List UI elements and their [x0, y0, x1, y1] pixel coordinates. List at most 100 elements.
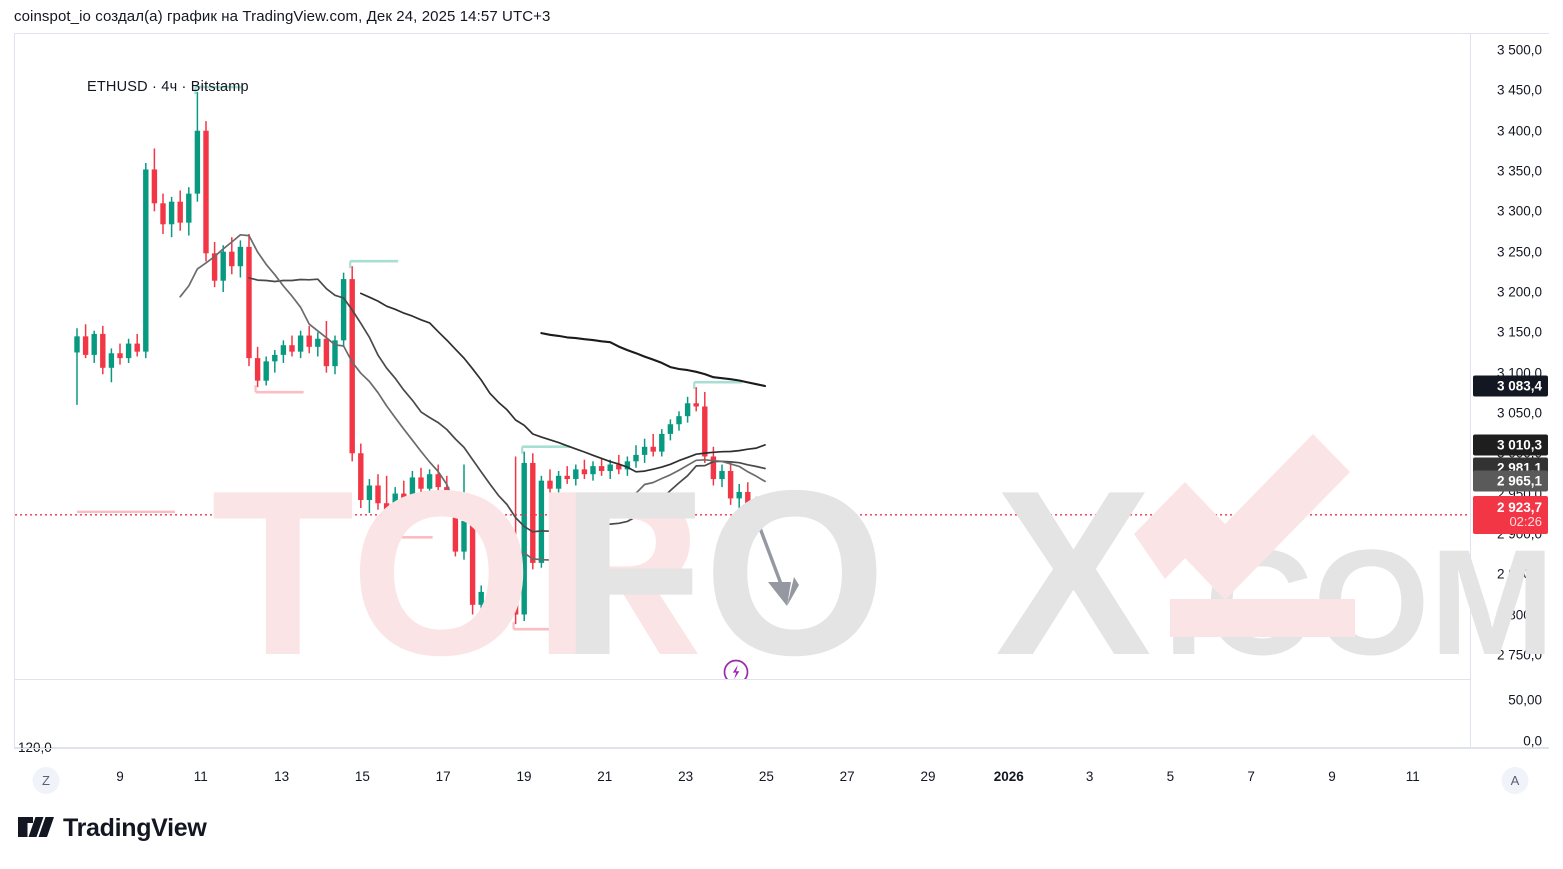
candle-body [478, 591, 484, 605]
time-tick: 11 [1405, 769, 1420, 784]
pane-divider-1 [15, 679, 1470, 680]
legend-text: ETHUSD · 4ч · Bitstamp [87, 79, 249, 95]
indicator-pane[interactable] [15, 680, 1470, 747]
candle-body [74, 336, 80, 353]
price-pane[interactable] [15, 34, 1470, 679]
time-tick: 5 [1166, 769, 1175, 784]
candle-body [564, 475, 570, 480]
candle-body [727, 470, 734, 499]
candle-body [237, 246, 244, 267]
current-price-label[interactable]: 2 923,7 02:26 [1473, 495, 1548, 534]
time-tick: 2026 [993, 769, 1024, 784]
timezone-button[interactable]: Z [32, 767, 60, 794]
candle-body [254, 358, 261, 381]
candle-body [315, 338, 321, 347]
candle-body [702, 406, 708, 457]
bar-countdown: 02:26 [1509, 514, 1542, 530]
candle-body [667, 424, 674, 434]
ma-line-ma-mid [359, 292, 766, 473]
candle-body [383, 503, 390, 525]
candle-body [203, 130, 209, 254]
indicator-tick-top: 50,00 [1508, 692, 1542, 708]
time-tick: 15 [354, 769, 370, 784]
candle-body [452, 504, 459, 552]
time-tick: 27 [839, 769, 855, 784]
candle-body [598, 466, 605, 471]
candle-body [607, 464, 613, 471]
candle-body [186, 193, 192, 223]
candle-body [444, 487, 450, 505]
moving-average-series [179, 233, 767, 561]
current-price-line [15, 510, 1470, 516]
candle-body [340, 279, 347, 341]
candle-body [719, 470, 725, 480]
candle-body [745, 491, 751, 521]
candle-body [676, 416, 682, 425]
candle-body [168, 201, 175, 225]
price-tick: 2 850,0 [1496, 566, 1542, 582]
time-tick: 21 [597, 769, 613, 784]
candle-body [573, 469, 579, 480]
candle-body [469, 520, 476, 605]
candle-body [151, 169, 158, 204]
time-tick: 23 [678, 769, 694, 784]
candle-body [289, 345, 295, 352]
tradingview-logo[interactable]: TradingView [18, 814, 207, 843]
candle-body [710, 456, 717, 480]
candle-body [332, 340, 338, 367]
candle-body [693, 403, 699, 407]
candle-body [616, 464, 622, 470]
candle-body [297, 335, 304, 352]
tradingview-mark-icon [18, 816, 54, 837]
pane-divider-2 [15, 747, 1470, 748]
candle-body [280, 345, 287, 355]
price-tick: 3 050,0 [1496, 405, 1542, 421]
auto-scale-button[interactable]: A [1501, 767, 1529, 794]
candle-body [753, 503, 760, 521]
price-tick: 3 300,0 [1496, 203, 1542, 219]
candle-body [659, 433, 665, 452]
candle-body [117, 353, 123, 359]
candle-body [82, 336, 89, 355]
price-axis-label-ma-mid: 3 010,3 [1473, 434, 1548, 456]
price-tick: 3 450,0 [1496, 82, 1542, 98]
candle-body [762, 503, 768, 515]
price-axis[interactable]: 3 500,0 3 450,0 3 400,0 3 350,0 3 300,0 3 250… [1470, 34, 1550, 749]
candle-body [392, 493, 398, 525]
candle-body [521, 462, 527, 615]
candle-body [108, 353, 115, 368]
candle-body [323, 338, 330, 367]
price-tick: 3 350,0 [1496, 163, 1542, 179]
candle-body [650, 446, 656, 452]
candle-body [555, 475, 562, 489]
candle-body [641, 446, 648, 455]
candle-body [633, 454, 639, 462]
candle-body [143, 169, 149, 352]
indicator-left-value: 120,0 [18, 740, 52, 755]
current-price-value: 2 923,7 [1496, 499, 1542, 515]
candle-body [538, 480, 545, 563]
price-tick: 3 200,0 [1496, 284, 1542, 300]
candle-body [590, 466, 596, 475]
candlestick-series [74, 85, 768, 631]
candle-body [530, 462, 536, 563]
down-arrow-annotation[interactable] [749, 503, 799, 606]
candle-body [736, 491, 742, 499]
price-tick: 3 400,0 [1496, 123, 1542, 139]
price-tick: 3 150,0 [1496, 324, 1542, 340]
candle-body [134, 343, 140, 352]
candle-body [504, 556, 510, 578]
lightning-bolt-icon[interactable] [723, 659, 749, 680]
indicator-tick-bottom: 0,0 [1523, 733, 1542, 749]
candle-body [366, 485, 373, 501]
candle-body [375, 485, 381, 504]
candle-body [487, 591, 493, 599]
chart-legend[interactable]: ETHUSD · 4ч · Bitstamp [87, 79, 249, 95]
time-axis[interactable]: 9 11 13 15 17 19 21 23 25 27 29 2026 3 5 7 9 11 Z A [14, 748, 1549, 804]
candle-body [194, 130, 201, 194]
time-tick: 11 [193, 769, 208, 784]
candle-body [624, 461, 631, 470]
candle-body [512, 556, 519, 615]
time-tick: 7 [1247, 769, 1255, 784]
time-tick: 3 [1085, 769, 1094, 784]
